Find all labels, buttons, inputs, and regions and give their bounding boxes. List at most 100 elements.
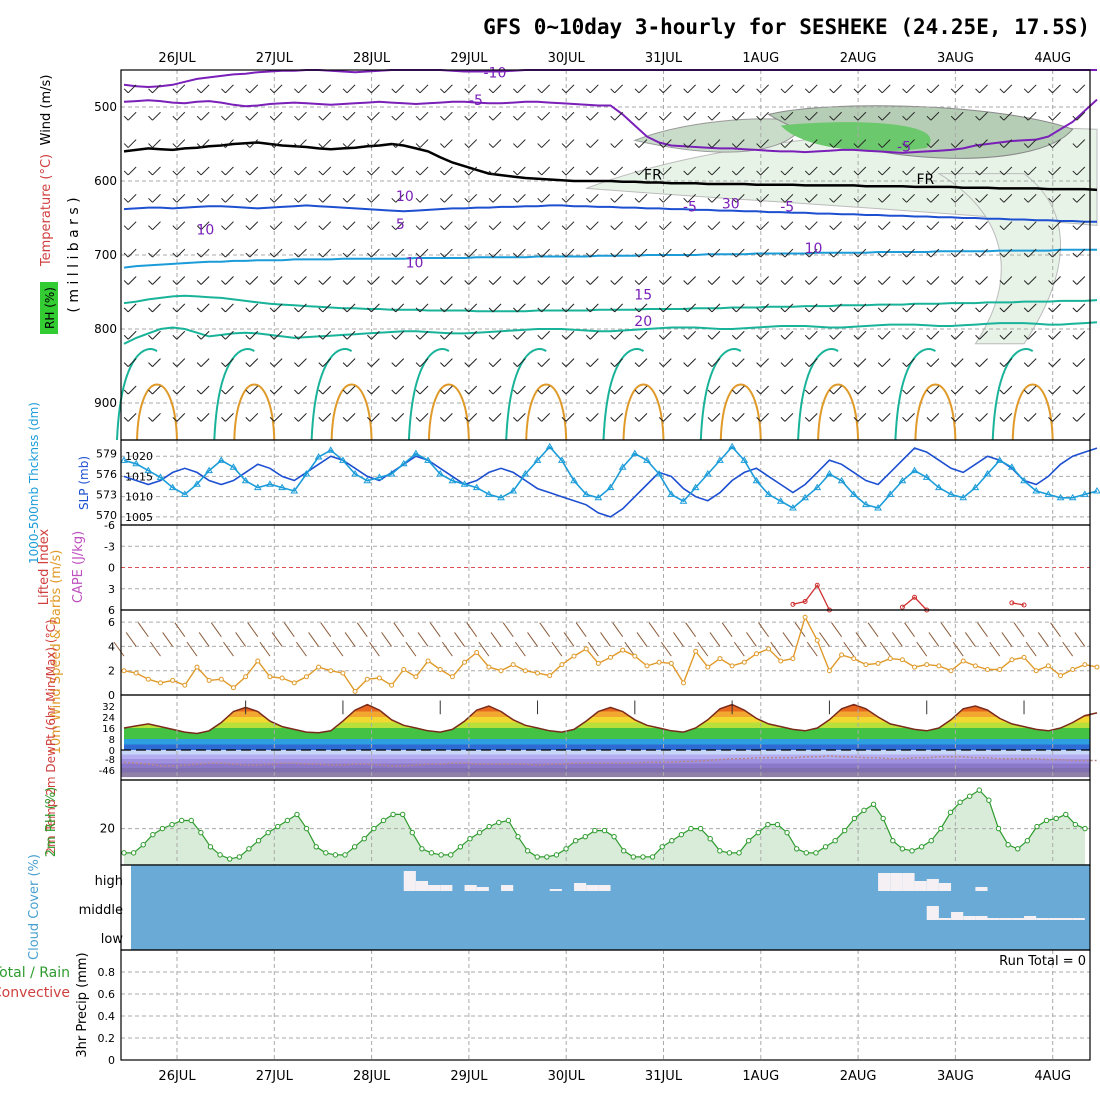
wind-barb — [711, 166, 721, 176]
wind-barb — [221, 225, 226, 231]
wind-barb — [979, 413, 988, 422]
wind-barb — [758, 622, 770, 638]
wind-barb — [1076, 139, 1086, 148]
wind-barb — [148, 280, 153, 285]
wind-barb — [829, 143, 834, 148]
rh-point — [544, 854, 550, 860]
cloud-bar-high — [598, 885, 611, 891]
wind-barb — [975, 389, 980, 395]
wind-barb — [492, 139, 502, 148]
wind-barb — [731, 197, 737, 203]
wind-barb — [440, 197, 445, 203]
wind-barb — [687, 330, 696, 340]
wind-barb — [342, 307, 348, 313]
wind-barb — [537, 389, 543, 395]
wind-barb — [833, 248, 842, 258]
wind-barb — [308, 632, 320, 647]
wind-barb — [513, 307, 518, 313]
wind-barb — [804, 197, 810, 203]
wind-barb — [123, 307, 129, 313]
wind-barb — [371, 139, 380, 148]
wind-barb — [614, 248, 624, 258]
thickness-marker — [947, 490, 955, 497]
wind-barb — [731, 362, 737, 367]
wind-barb — [808, 248, 818, 258]
wind-barb — [367, 115, 372, 121]
thickness-marker — [229, 463, 238, 470]
thickness-marker — [144, 466, 153, 474]
wind-barb — [881, 111, 891, 121]
warm-contour — [427, 383, 470, 441]
wind-barb — [537, 197, 543, 203]
wind-barb — [565, 330, 575, 340]
wind-barb — [273, 413, 283, 422]
wind-barb — [589, 248, 599, 258]
contour-line — [123, 141, 1098, 192]
wind-barb — [298, 413, 307, 422]
wind-barb — [585, 143, 591, 148]
rh-point — [938, 825, 944, 832]
thickness-marker — [679, 497, 688, 504]
wind-barb — [614, 84, 624, 94]
bottom-date-labels: 26JUL 27JUL 28JUL 29JUL 30JUL 31JUL 1AUG 2AUG 3A… — [158, 1069, 1071, 1084]
wind-speed-point — [535, 670, 541, 676]
wind-barb — [488, 143, 494, 148]
wind-barb — [683, 225, 688, 231]
wind-barb — [1027, 193, 1037, 203]
thickness-marker — [922, 473, 931, 480]
wind-barb — [683, 88, 688, 94]
rh-point — [496, 819, 502, 826]
wind-barb — [513, 389, 518, 395]
wind-barb — [269, 252, 275, 258]
contour-label: -5 — [780, 199, 794, 215]
temp-line — [123, 703, 1098, 735]
wind-barb — [513, 334, 518, 340]
wind-barb — [148, 88, 153, 94]
cold-band — [121, 750, 1090, 755]
wind-barb — [1003, 193, 1013, 203]
wind-barb — [342, 88, 348, 94]
wind-barb — [954, 330, 964, 340]
wind-barb — [127, 276, 137, 285]
wind-barb — [152, 111, 161, 121]
wind-barb — [200, 413, 210, 422]
wind-barb — [127, 303, 137, 313]
wind-barb — [906, 248, 915, 258]
wind-barb — [318, 280, 324, 285]
wind-barb — [223, 641, 234, 657]
wind-barb — [395, 221, 405, 231]
wind-barb — [176, 139, 186, 148]
rh-point — [563, 846, 569, 852]
wind-speed-point — [194, 664, 200, 670]
wind-barb — [926, 225, 932, 231]
wind-barb — [565, 385, 575, 395]
wind-barb — [999, 197, 1005, 203]
wind-barb — [1052, 84, 1061, 94]
wind-barb — [488, 362, 494, 367]
wind-barb — [975, 307, 980, 313]
rh-point — [1063, 811, 1069, 818]
wind-barb — [1023, 225, 1029, 231]
wind-barb — [517, 303, 526, 313]
wind-barb — [1048, 280, 1053, 285]
wind-barb — [1048, 143, 1053, 148]
wind-barb — [488, 389, 494, 395]
wind-barb — [1048, 334, 1053, 340]
wind-barb — [662, 413, 672, 422]
wind-barb — [975, 362, 980, 367]
precip-tick-label: 0.8 — [98, 966, 116, 979]
wind-barb — [930, 303, 940, 313]
wind-barb — [492, 330, 502, 340]
contour-line — [123, 294, 1098, 313]
wind-barb — [273, 221, 283, 231]
wind-barb — [904, 622, 915, 638]
wind-barb — [537, 252, 543, 258]
wind-barb — [819, 632, 830, 647]
wind-barb — [1072, 307, 1078, 313]
wind-barb — [541, 221, 551, 231]
wind-barb — [346, 193, 356, 203]
wind-barb — [975, 225, 980, 231]
wind-barb — [954, 193, 964, 203]
wind-barb — [614, 193, 624, 203]
